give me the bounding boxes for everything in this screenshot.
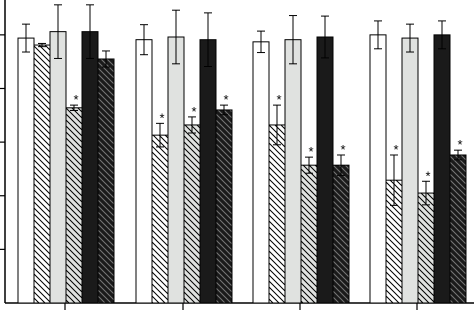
bar xyxy=(300,164,318,304)
bar xyxy=(215,109,233,304)
error-bar xyxy=(390,154,398,206)
error-bar xyxy=(70,104,78,111)
error-bar xyxy=(422,180,430,206)
error-bar xyxy=(257,30,265,54)
bar xyxy=(97,58,115,304)
error-bar xyxy=(438,20,446,50)
annotation: * xyxy=(223,92,228,107)
annotation: * xyxy=(340,142,345,157)
error-bar xyxy=(374,20,382,50)
error-bar xyxy=(156,122,164,148)
bar xyxy=(316,36,334,304)
annotation: * xyxy=(159,110,164,125)
bar xyxy=(81,31,99,304)
error-bar xyxy=(102,50,110,68)
bar xyxy=(268,124,286,304)
bar xyxy=(369,34,387,304)
error-bar xyxy=(54,4,62,59)
bar xyxy=(65,107,83,304)
bar xyxy=(151,134,169,304)
error-bar xyxy=(321,15,329,59)
error-bar xyxy=(305,156,313,174)
error-bar xyxy=(337,154,345,176)
bar xyxy=(252,41,270,304)
error-bar xyxy=(172,9,180,65)
error-bar xyxy=(38,42,46,48)
annotation: * xyxy=(73,92,78,107)
bar xyxy=(135,39,153,304)
error-bar xyxy=(204,12,212,67)
error-bar xyxy=(273,104,281,146)
bar xyxy=(449,154,467,304)
error-bar xyxy=(289,15,297,65)
bar xyxy=(401,37,419,304)
error-bar xyxy=(406,23,414,53)
bar xyxy=(33,44,51,304)
error-bar xyxy=(86,4,94,59)
error-bar xyxy=(22,23,30,53)
bar xyxy=(49,31,67,304)
bar xyxy=(167,36,185,304)
error-bar xyxy=(188,116,196,134)
error-bar xyxy=(454,149,462,161)
annotation: * xyxy=(276,92,281,107)
bar xyxy=(332,164,350,304)
bar xyxy=(17,37,35,304)
annotation: * xyxy=(425,168,430,183)
annotation: * xyxy=(393,142,398,157)
bar xyxy=(183,124,201,304)
bar xyxy=(433,34,451,304)
error-bar xyxy=(220,104,228,116)
error-bar xyxy=(140,24,148,56)
annotation: * xyxy=(308,144,313,159)
annotation: * xyxy=(457,137,462,152)
bar xyxy=(417,192,435,304)
bar xyxy=(199,39,217,304)
annotation: * xyxy=(191,104,196,119)
bar xyxy=(284,39,302,304)
